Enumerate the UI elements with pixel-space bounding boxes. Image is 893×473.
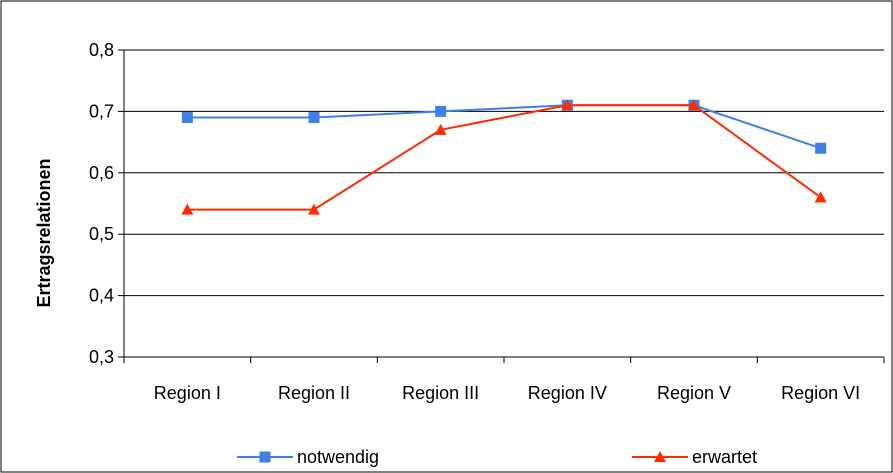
legend-marker	[259, 451, 271, 463]
data-point	[435, 105, 447, 117]
legend-label: erwartet	[692, 447, 757, 467]
series-line	[187, 104, 821, 150]
gridlines	[124, 49, 884, 297]
legend-item: notwendig	[237, 447, 379, 467]
y-tick-label: 0,5	[89, 224, 114, 244]
data-point	[561, 99, 574, 111]
x-tick-label: Region VI	[781, 383, 860, 403]
x-tick-label: Region III	[402, 383, 479, 403]
y-tick-label: 0,4	[89, 286, 114, 306]
legend-item: erwartet	[632, 447, 757, 467]
data-point	[308, 203, 320, 215]
series	[181, 99, 827, 215]
x-tick-label: Region V	[657, 383, 731, 403]
data-point	[181, 203, 194, 215]
y-tick-label: 0,8	[89, 40, 114, 60]
legend: notwendig erwartet	[237, 447, 757, 467]
axes	[118, 49, 885, 363]
series-erwartet	[181, 99, 827, 215]
y-tick-labels: 0,3 0,4 0,5 0,6 0,7 0,8	[89, 40, 114, 367]
data-point	[814, 191, 827, 203]
y-tick-label: 0,6	[89, 163, 114, 183]
x-tick-label: Region IV	[528, 383, 607, 403]
legend-marker	[654, 451, 666, 462]
y-axis-title: Ertragsrelationen	[34, 158, 54, 307]
data-point	[815, 142, 827, 154]
series-line	[187, 104, 822, 211]
x-tick-label: Region II	[278, 383, 350, 403]
legend-label: notwendig	[297, 447, 379, 467]
data-point	[181, 112, 193, 124]
x-tick-label: Region I	[154, 383, 221, 403]
data-point	[688, 99, 700, 111]
y-tick-label: 0,3	[89, 347, 114, 367]
y-tick-label: 0,7	[89, 101, 114, 121]
x-tick-labels: Region I Region II Region III Region IV Regi…	[154, 383, 860, 403]
data-point	[308, 112, 320, 124]
data-point	[434, 123, 447, 135]
